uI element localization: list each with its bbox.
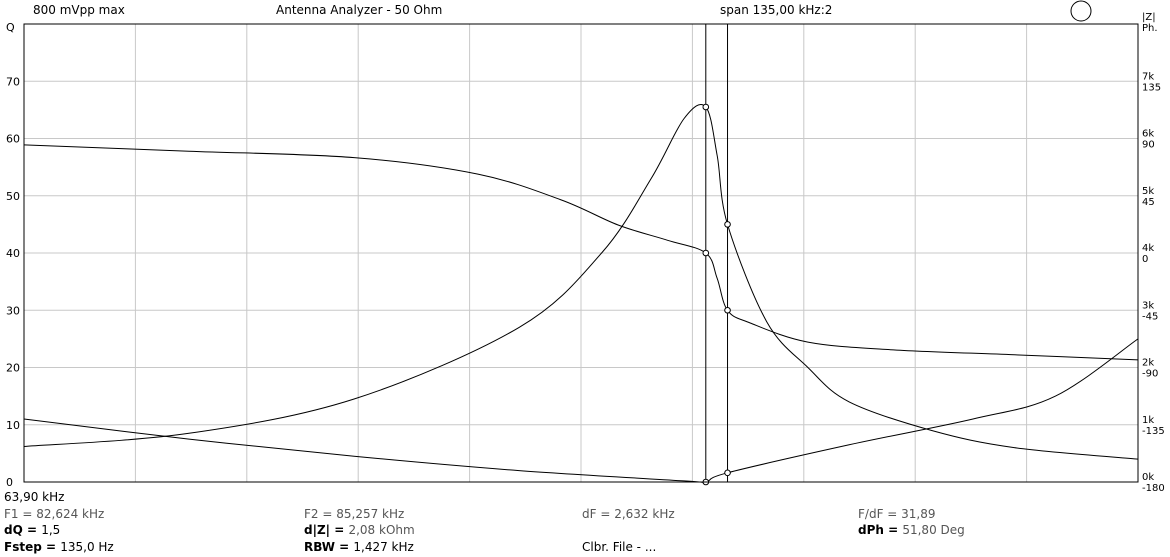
fstep-readout: Fstep = 135,0 Hz <box>4 540 114 554</box>
left-tick-label: 50 <box>6 190 20 203</box>
df-readout: dF = 2,632 kHz <box>582 507 675 521</box>
right-tick-label-phase: 45 <box>1142 197 1155 208</box>
cursor-group <box>702 24 731 486</box>
left-axis: Q 0 10 20 30 40 50 60 70 <box>6 21 20 489</box>
fdf-readout: F/dF = 31,89 <box>858 507 936 521</box>
right-tick-label-z: 4k <box>1142 243 1154 254</box>
right-tick-label-z: 5k <box>1142 186 1154 197</box>
dph-readout: dPh = 51,80 Deg <box>858 523 965 537</box>
right-tick-label-phase: -135 <box>1142 426 1165 437</box>
right-tick-label-phase: -45 <box>1142 311 1158 322</box>
dq-readout: dQ = 1,5 <box>4 523 61 537</box>
amplitude-label: 800 mVpp max <box>33 3 125 17</box>
left-axis-label: Q <box>6 21 15 34</box>
right-axis-label-phase: Ph. <box>1142 23 1158 34</box>
f1-readout: F1 = 82,624 kHz <box>4 507 105 521</box>
left-tick-label: 70 <box>6 75 20 88</box>
cursor-marker-q_factor <box>724 469 731 477</box>
right-tick-label-z: 7k <box>1142 71 1154 82</box>
cursor-marker-phase <box>724 306 731 314</box>
left-tick-label: 10 <box>6 419 20 432</box>
grid <box>24 24 1138 482</box>
cursor-marker-phase <box>702 249 710 257</box>
right-tick-label-phase: 90 <box>1142 140 1155 151</box>
right-axis-label-z: |Z| <box>1142 12 1156 23</box>
left-tick-label: 60 <box>6 133 20 146</box>
span-label: span 135,00 kHz:2 <box>720 3 833 17</box>
right-tick-label-phase: 135 <box>1142 82 1161 93</box>
left-tick-label: 30 <box>6 304 20 317</box>
right-tick-label-z: 6k <box>1142 129 1154 140</box>
right-tick-label-phase: -90 <box>1142 369 1158 380</box>
right-tick-label-phase: 0 <box>1142 254 1148 265</box>
left-tick-label: 20 <box>6 362 20 375</box>
calibration-file: Clbr. File - ... <box>582 540 657 554</box>
plot-frame <box>23 23 1139 483</box>
right-tick-label-z: 0k <box>1142 472 1154 483</box>
f2-readout: F2 = 85,257 kHz <box>304 507 405 521</box>
cursor-marker-z_magnitude <box>724 221 731 228</box>
left-tick-label: 40 <box>6 247 20 260</box>
series-line-phase <box>23 144 1139 361</box>
right-tick-label-z: 3k <box>1142 300 1154 311</box>
left-tick-label: 0 <box>6 476 13 489</box>
chart-title: Antenna Analyzer - 50 Ohm <box>276 3 443 17</box>
right-tick-label-z: 2k <box>1142 358 1154 369</box>
right-tick-label-phase: -180 <box>1142 483 1165 494</box>
cursor-marker-z_magnitude <box>702 103 710 111</box>
marker-circle-icon[interactable] <box>1070 0 1092 22</box>
right-tick-label-z: 1k <box>1142 415 1154 426</box>
rbw-readout: RBW = 1,427 kHz <box>304 540 414 554</box>
cursor-frequency: 63,90 kHz <box>4 490 65 504</box>
dz-readout: d|Z| = 2,08 kOhm <box>304 523 415 537</box>
